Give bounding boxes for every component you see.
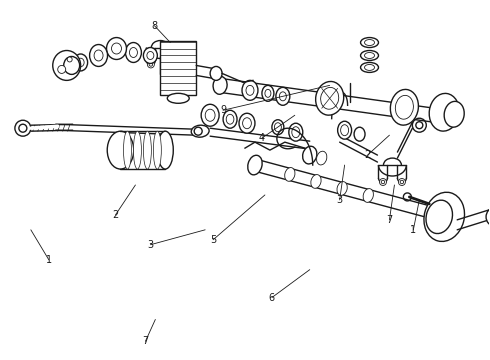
- Ellipse shape: [316, 81, 343, 115]
- Ellipse shape: [276, 87, 290, 105]
- Ellipse shape: [125, 42, 142, 62]
- Ellipse shape: [341, 125, 348, 136]
- Ellipse shape: [168, 63, 172, 66]
- Ellipse shape: [363, 189, 373, 202]
- Ellipse shape: [320, 87, 339, 109]
- Ellipse shape: [429, 93, 459, 131]
- Text: 1: 1: [46, 255, 52, 265]
- Ellipse shape: [486, 208, 490, 226]
- Text: 7: 7: [386, 215, 392, 225]
- Ellipse shape: [15, 120, 31, 136]
- Ellipse shape: [77, 58, 84, 67]
- Text: 1: 1: [410, 225, 416, 235]
- Ellipse shape: [144, 48, 157, 63]
- Text: 7: 7: [142, 336, 148, 346]
- Text: 2: 2: [112, 210, 119, 220]
- Text: 6: 6: [269, 293, 275, 302]
- Ellipse shape: [279, 92, 286, 101]
- Ellipse shape: [361, 50, 378, 60]
- Text: 3: 3: [147, 240, 153, 250]
- Text: 5: 5: [210, 235, 216, 245]
- Ellipse shape: [317, 151, 327, 165]
- Ellipse shape: [157, 131, 173, 169]
- Ellipse shape: [213, 76, 227, 94]
- Ellipse shape: [166, 61, 173, 68]
- Ellipse shape: [311, 175, 321, 188]
- Ellipse shape: [338, 121, 352, 139]
- Ellipse shape: [265, 89, 271, 97]
- Ellipse shape: [444, 102, 464, 127]
- Ellipse shape: [416, 122, 423, 129]
- Ellipse shape: [395, 95, 414, 119]
- Text: 9: 9: [220, 105, 226, 115]
- Text: 3: 3: [337, 195, 343, 205]
- Ellipse shape: [133, 131, 142, 169]
- Ellipse shape: [381, 180, 385, 184]
- Text: 2: 2: [365, 150, 370, 160]
- Ellipse shape: [19, 124, 27, 132]
- Ellipse shape: [239, 113, 255, 133]
- Ellipse shape: [226, 114, 234, 124]
- Ellipse shape: [106, 37, 126, 59]
- Ellipse shape: [424, 192, 465, 242]
- Ellipse shape: [201, 104, 219, 126]
- Ellipse shape: [123, 131, 131, 169]
- Text: 4: 4: [259, 133, 265, 143]
- Ellipse shape: [112, 43, 122, 54]
- Ellipse shape: [191, 125, 209, 137]
- Ellipse shape: [149, 63, 152, 66]
- Ellipse shape: [210, 67, 222, 80]
- Ellipse shape: [243, 118, 251, 129]
- Ellipse shape: [361, 62, 378, 72]
- Ellipse shape: [292, 127, 300, 138]
- Ellipse shape: [365, 64, 374, 71]
- Ellipse shape: [246, 85, 254, 95]
- Ellipse shape: [274, 123, 281, 132]
- Ellipse shape: [53, 50, 81, 80]
- Ellipse shape: [354, 127, 365, 141]
- Ellipse shape: [365, 53, 374, 58]
- Ellipse shape: [67, 57, 72, 62]
- Ellipse shape: [64, 57, 80, 75]
- Ellipse shape: [272, 120, 284, 135]
- Ellipse shape: [289, 123, 303, 141]
- Ellipse shape: [147, 51, 154, 59]
- Ellipse shape: [337, 181, 347, 195]
- Ellipse shape: [303, 146, 317, 164]
- Ellipse shape: [242, 80, 258, 100]
- Ellipse shape: [194, 127, 202, 135]
- Ellipse shape: [248, 155, 262, 175]
- Ellipse shape: [391, 89, 418, 125]
- Ellipse shape: [205, 109, 215, 121]
- Ellipse shape: [107, 131, 134, 169]
- Ellipse shape: [94, 50, 103, 61]
- Ellipse shape: [153, 131, 161, 169]
- Ellipse shape: [398, 179, 405, 185]
- Ellipse shape: [262, 85, 274, 101]
- Ellipse shape: [144, 131, 151, 169]
- Ellipse shape: [400, 180, 404, 184]
- Ellipse shape: [147, 61, 154, 68]
- Ellipse shape: [426, 200, 452, 234]
- Ellipse shape: [90, 45, 107, 67]
- Ellipse shape: [413, 118, 426, 132]
- Ellipse shape: [167, 93, 189, 103]
- Text: 8: 8: [151, 21, 157, 31]
- Ellipse shape: [285, 167, 295, 181]
- Polygon shape: [160, 41, 196, 95]
- Ellipse shape: [74, 54, 88, 71]
- Ellipse shape: [361, 37, 378, 48]
- Ellipse shape: [58, 66, 66, 73]
- Ellipse shape: [365, 40, 374, 45]
- Ellipse shape: [129, 48, 137, 58]
- Ellipse shape: [379, 179, 387, 185]
- Ellipse shape: [223, 110, 237, 128]
